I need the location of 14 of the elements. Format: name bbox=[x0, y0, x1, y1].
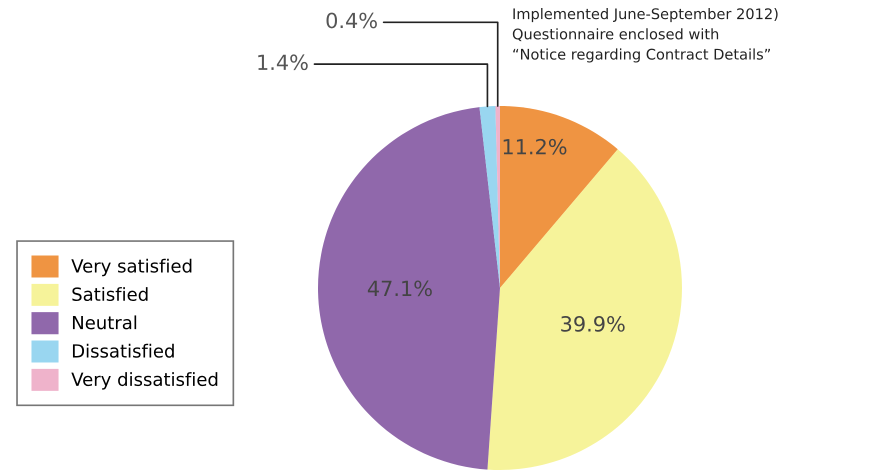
pie-slice bbox=[500, 106, 618, 288]
data-label: 1.4% bbox=[258, 54, 308, 70]
data-label: 39.9% bbox=[561, 316, 625, 332]
legend-label: Very satisfied bbox=[71, 258, 192, 276]
legend-label: Dissatisfied bbox=[72, 344, 174, 358]
data-label: 47.1% bbox=[368, 280, 432, 296]
pie-slice bbox=[479, 106, 500, 288]
data-label: 11.2% bbox=[504, 138, 566, 155]
legend-label: Satisfied bbox=[72, 287, 148, 302]
legend-label: Very dissatisfied bbox=[71, 372, 218, 390]
data-label: 0.4% bbox=[326, 12, 377, 28]
text: Implemented June-September 2012) Questionnaire enclosed with “Notice regarding Contract Details” bbox=[512, 8, 778, 63]
legend-label: Neutral bbox=[72, 315, 136, 330]
pie-slice bbox=[318, 107, 500, 470]
